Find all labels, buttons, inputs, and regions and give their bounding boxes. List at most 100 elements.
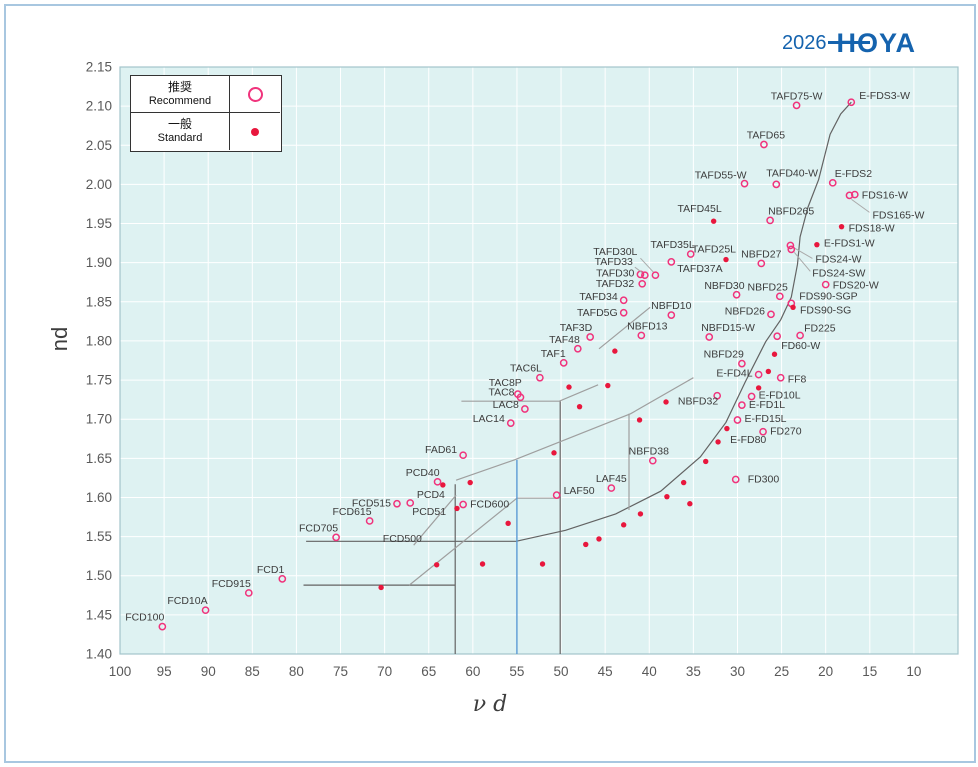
glass-label: TAFD37A	[677, 263, 722, 275]
glass-label: E-FD1L	[749, 399, 785, 411]
x-tick-label: 90	[201, 664, 216, 679]
glass-point-recommend	[332, 533, 340, 542]
glass-point-standard	[663, 399, 669, 405]
glass-label: TAFD40-W	[766, 167, 818, 179]
legend-recommend-marker	[230, 76, 280, 113]
glass-label: FCD915	[212, 578, 251, 590]
glass-label: NBFD30	[704, 280, 744, 292]
legend-standard-marker	[230, 113, 280, 150]
glass-label: FCD600	[470, 499, 509, 511]
glass-point-recommend	[393, 499, 401, 508]
glass-point-recommend	[738, 359, 746, 368]
glass-label: TAFD75-W	[771, 90, 823, 102]
glass-point-recommend	[637, 331, 646, 340]
glass-point-recommend	[521, 405, 529, 413]
glass-label: NBFD32	[678, 396, 718, 408]
glass-point-recommend	[775, 292, 784, 301]
glass-point-recommend	[738, 401, 746, 409]
glass-label: E-FDS1-W	[824, 238, 875, 250]
y-tick-label: 1.50	[86, 568, 112, 583]
glass-point-standard	[771, 351, 778, 357]
glass-label: TAF1	[541, 348, 566, 360]
glass-point-recommend	[847, 98, 856, 107]
glass-point-standard	[838, 223, 845, 230]
glass-point-standard	[703, 458, 709, 465]
glass-label: FDS18-W	[849, 223, 895, 235]
glass-point-standard	[620, 522, 627, 528]
glass-label: TAFD65	[747, 130, 785, 142]
glass-label: FCD500	[383, 533, 422, 545]
y-tick-label: 1.45	[86, 607, 112, 622]
glass-label: FD300	[748, 474, 780, 486]
glass-label: NBFD27	[741, 248, 781, 260]
glass-point-recommend	[760, 140, 768, 149]
glass-point-recommend	[406, 499, 415, 507]
glass-label: E-FD10L	[759, 390, 801, 402]
glass-map-chart: 100 95 90 85 80 75 70 65 60 55 50 45 40 35 30 25 20 15 10 1…	[86, 60, 959, 679]
glass-label: FAD61	[425, 444, 457, 456]
glass-label: FDS24-W	[815, 253, 861, 265]
glass-point-recommend	[278, 575, 287, 583]
boundary-line-gray	[598, 306, 651, 350]
glass-label: TAC6L	[510, 363, 542, 375]
glass-label: FF8	[788, 374, 807, 386]
glass-label: TAFD35L	[651, 239, 695, 251]
glass-label: PCD4	[417, 489, 445, 501]
glass-label: PCD51	[412, 506, 446, 518]
plot-area	[120, 67, 958, 654]
glass-point-standard	[576, 403, 583, 410]
glass-point-standard	[612, 348, 618, 354]
glass-point-standard	[551, 450, 557, 456]
glass-point-recommend	[619, 308, 628, 317]
x-tick-label: 15	[862, 664, 877, 679]
glass-point-recommend	[733, 416, 742, 424]
glass-point-recommend	[667, 311, 676, 319]
x-tick-label: 55	[509, 664, 524, 679]
label-leader-line	[851, 198, 870, 213]
glass-label: TAFD30L	[593, 246, 637, 258]
boundary-line-dark	[306, 101, 852, 542]
x-tick-label: 80	[289, 664, 304, 679]
glass-point-standard	[724, 425, 730, 432]
x-tick-label: 65	[421, 664, 436, 679]
glass-point-recommend	[365, 517, 374, 525]
glass-label: FCD10A	[167, 595, 207, 607]
x-tick-label: 10	[906, 664, 921, 679]
filled-dot-icon	[251, 127, 259, 136]
glass-point-standard	[710, 218, 717, 224]
x-tick-label: 35	[686, 664, 701, 679]
plot-frame	[119, 66, 959, 655]
glass-label: TAF48	[549, 334, 580, 346]
x-tick-label: 100	[109, 664, 132, 679]
x-tick-label: 70	[377, 664, 392, 679]
brand-header: 2026 HOYA	[782, 28, 916, 59]
glass-label: LAC8	[493, 399, 519, 411]
glass-label: FDS90-SG	[800, 304, 851, 316]
glass-point-recommend	[821, 280, 830, 289]
glass-point-standard	[454, 505, 460, 512]
glass-point-recommend	[244, 589, 253, 597]
x-tick-label: 40	[642, 664, 657, 679]
glass-point-standard	[723, 256, 729, 263]
glass-label: PCD40	[406, 467, 440, 479]
glass-point-standard	[505, 520, 511, 526]
x-tick-label: 25	[774, 664, 789, 679]
glass-label: FD225	[804, 323, 836, 335]
glass-label: FDS90-SGP	[799, 290, 857, 302]
glass-label: FDS24-SW	[812, 267, 865, 279]
glass-label: TAC8	[488, 386, 514, 398]
glass-point-recommend	[536, 373, 544, 382]
x-tick-label: 85	[245, 664, 260, 679]
glass-point-recommend	[850, 190, 859, 199]
boundary-line-gray	[461, 384, 599, 402]
glass-label: NBFD15-W	[701, 322, 755, 334]
glass-label: NBFD26	[725, 305, 765, 317]
glass-label: LAF50	[564, 485, 595, 497]
boundary-line-gray	[455, 377, 694, 481]
catalog-year: 2026	[781, 32, 827, 54]
glass-label: TAF3D	[560, 322, 593, 334]
glass-point-standard	[755, 385, 762, 391]
x-tick-label: 75	[333, 664, 348, 679]
glass-label: FD60-W	[781, 340, 820, 352]
label-leader-line	[793, 252, 811, 272]
